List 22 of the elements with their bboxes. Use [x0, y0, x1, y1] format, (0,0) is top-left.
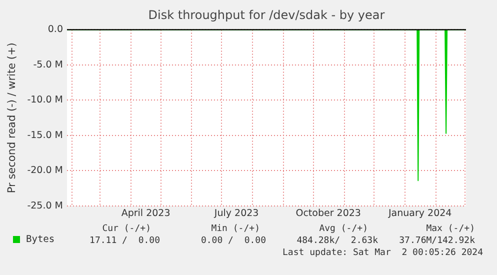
- text: Max (-/+): [426, 224, 475, 234]
- text: 0.00 / 0.00: [200, 236, 266, 246]
- text: 17.11 / 0.00: [90, 236, 160, 246]
- text: Min (-/+): [211, 224, 260, 234]
- legend-label: Bytes: [25, 234, 55, 245]
- y-tick-label: -10.0 M: [27, 94, 63, 106]
- text: 37.76M/142.92k: [399, 236, 475, 246]
- text: Cur (-/+): [102, 224, 151, 234]
- chart-title: Disk throughput for /dev/sdak - by year: [147, 8, 386, 22]
- y-tick-label: -15.0 M: [27, 130, 63, 141]
- y-tick-label: -5.0 M: [33, 59, 63, 70]
- text: Last update: Sat Mar 2 00:05:26 2024: [282, 248, 483, 258]
- y-tick-label: -25.0 M: [27, 200, 63, 212]
- x-tick-label: April 2023: [121, 208, 170, 220]
- y-tick-label: 0.0: [48, 24, 63, 36]
- x-tick-label: October 2023: [296, 208, 361, 220]
- y-tick-label: -20.0 M: [27, 165, 63, 176]
- x-tick-label: July 2023: [213, 208, 259, 220]
- x-tick-label: January 2024: [388, 208, 452, 220]
- text: 484.28k/ 2.63k: [296, 236, 378, 246]
- text: Avg (-/+): [319, 224, 368, 234]
- y-axis-title: Pr second read (-) / write (+): [6, 42, 18, 194]
